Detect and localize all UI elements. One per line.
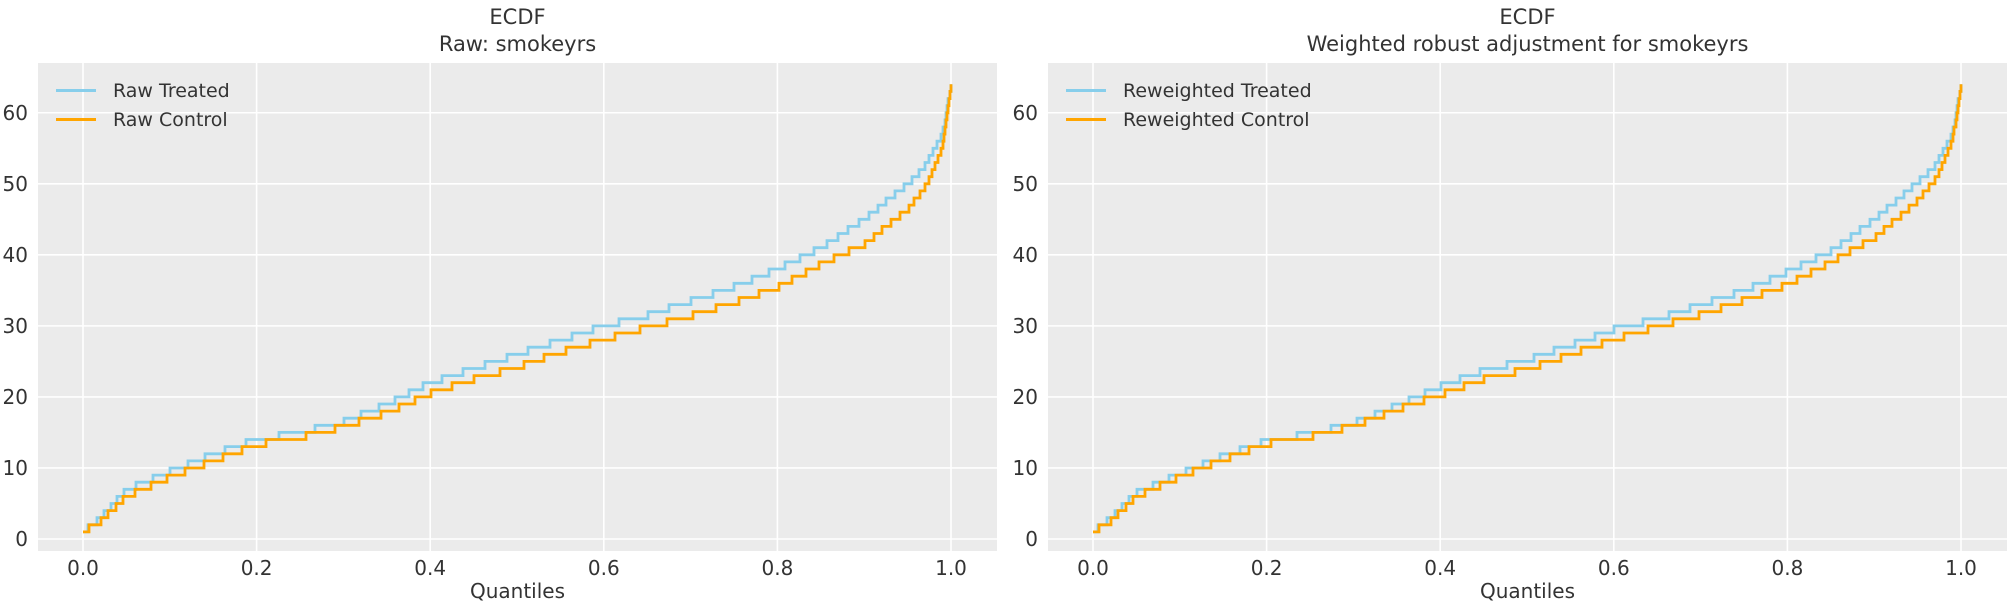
legend-line-sample [1066,89,1106,92]
legend-line-sample [56,89,96,92]
panel-weighted: ECDF Weighted robust adjustment for smok… [1013,0,2007,611]
x-tick-label: 0.2 [240,556,273,580]
series-line-reweighted-control [1093,84,1963,534]
x-axis-label: Quantiles [1479,579,1576,603]
x-tick-label: 1.0 [935,556,967,580]
legend: Raw Treated Raw Control [56,76,230,134]
legend-label: Raw Treated [113,79,230,102]
chart-title-line1: ECDF [489,5,546,29]
legend-item: Raw Treated [56,76,230,105]
legend: Reweighted Treated Reweighted Control [1066,76,1312,134]
y-tick-label: 10 [1012,455,1038,480]
legend-line-sample [56,118,96,121]
chart-title-line2: Weighted robust adjustment for smokeyrs [1306,32,1749,56]
y-tick-label: 10 [2,455,28,480]
x-axis-label: Quantiles [469,579,566,603]
x-tick-label: 0.8 [761,556,794,580]
x-tick-label: 0.8 [1771,556,1804,580]
chart-title-line2: Raw: smokeyrs [438,32,597,56]
y-tick-label: 60 [1012,100,1038,125]
y-tick-label: 20 [2,384,28,409]
series-line-reweighted-treated [1093,84,1963,534]
x-tick-label: 0.2 [1250,556,1283,580]
panel-raw: ECDF Raw: smokeyrs 0 10 20 30 40 50 60 0.0 0.2 0… [3,0,997,611]
legend-item: Raw Control [56,105,230,134]
y-tick-label: 50 [1012,171,1038,196]
x-tick-label: 0.0 [1077,556,1109,580]
plot-area [1048,63,2007,551]
chart-title: ECDF Weighted robust adjustment for smok… [1048,4,2007,58]
plot-area [38,63,997,551]
y-tick-label: 40 [2,242,28,267]
legend-item: Reweighted Treated [1066,76,1312,105]
chart-title-line1: ECDF [1499,5,1556,29]
legend-label: Reweighted Treated [1123,79,1312,102]
series-line-raw-control [83,84,953,534]
y-tick-label: 30 [2,313,28,338]
y-tick-label: 30 [1012,313,1038,338]
y-tick-label: 40 [1012,242,1038,267]
legend-label: Reweighted Control [1123,108,1310,131]
legend-label: Raw Control [113,108,228,131]
y-tick-label: 60 [2,100,28,125]
x-tick-label: 0.6 [1597,556,1630,580]
y-tick-label: 50 [2,171,28,196]
y-tick-label: 20 [1012,384,1038,409]
series-line-raw-treated [83,84,953,534]
chart-title: ECDF Raw: smokeyrs [38,4,997,58]
x-tick-label: 0.4 [414,556,447,580]
x-tick-label: 0.0 [67,556,99,580]
x-tick-label: 1.0 [1945,556,1977,580]
x-tick-label: 0.4 [1424,556,1457,580]
y-tick-label: 0 [15,527,28,551]
y-tick-label: 0 [1025,527,1038,551]
x-tick-label: 0.6 [587,556,620,580]
legend-line-sample [1066,118,1106,121]
legend-item: Reweighted Control [1066,105,1312,134]
